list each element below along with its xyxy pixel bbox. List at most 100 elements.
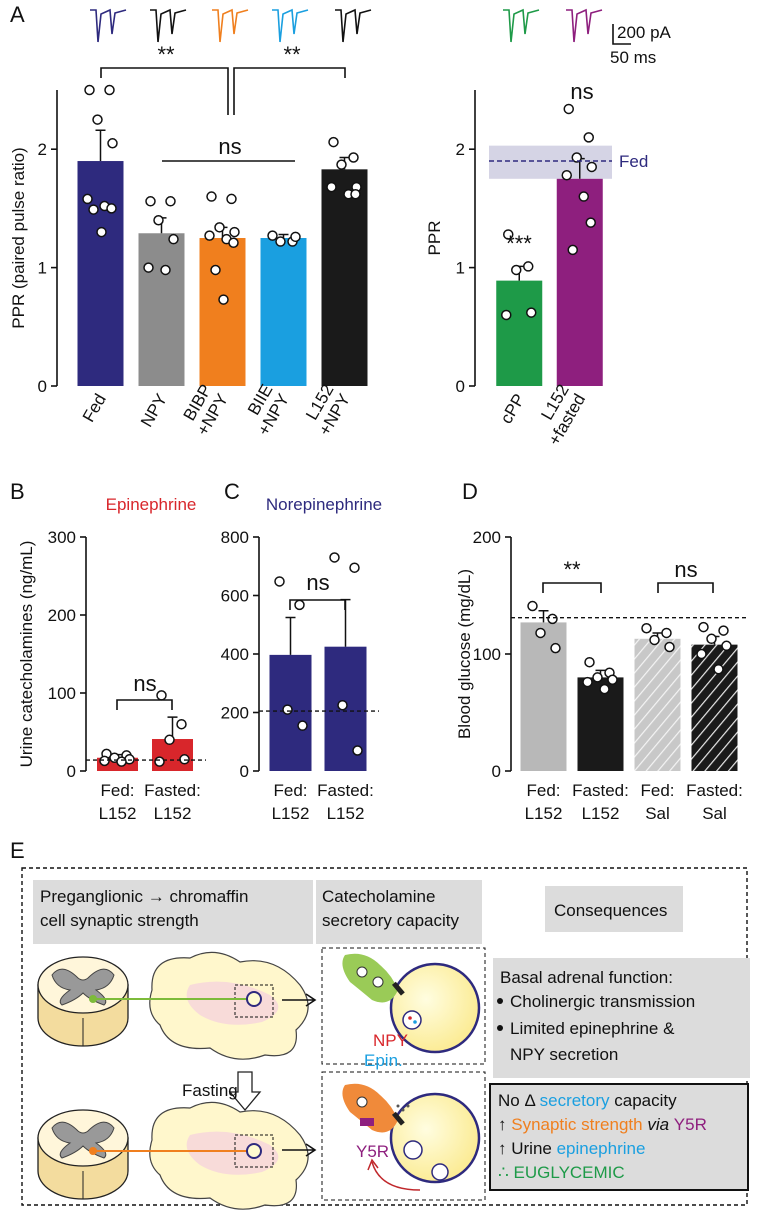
data-point	[535, 627, 546, 639]
data-point	[349, 562, 360, 573]
data-point	[210, 264, 221, 276]
data-point	[154, 756, 165, 767]
data-point	[641, 623, 652, 634]
text-line: L152	[525, 804, 563, 823]
data-point	[84, 84, 95, 96]
bar	[556, 178, 603, 386]
data-point	[661, 627, 672, 639]
bar	[577, 677, 624, 771]
data-point	[706, 633, 717, 645]
panel-letter: C	[224, 479, 240, 504]
data-point	[145, 196, 156, 207]
y-tick-label: 300	[48, 528, 76, 547]
data-point	[204, 230, 215, 241]
data-point	[586, 161, 597, 173]
cell-label: Y5R	[356, 1142, 389, 1161]
annotation: **	[563, 557, 581, 582]
x-tick-label: BIBP+NPY	[177, 381, 232, 439]
data-point	[649, 634, 660, 646]
data-point	[176, 718, 187, 730]
text-line: L152	[327, 804, 365, 823]
data-point	[664, 641, 675, 653]
data-point	[337, 699, 348, 711]
data-point	[143, 262, 154, 273]
data-point	[527, 600, 538, 612]
bar	[138, 233, 185, 386]
data-point	[267, 230, 278, 241]
y-tick-label: 0	[240, 762, 249, 781]
y-tick-label: 2	[456, 140, 465, 159]
x-tick-label: Fasted: L152	[317, 781, 374, 823]
data-point	[550, 642, 561, 654]
annotation: ns	[306, 570, 329, 595]
data-point	[88, 204, 99, 215]
data-point	[582, 676, 593, 688]
current-trace	[150, 8, 187, 43]
significance-bracket	[116, 699, 173, 710]
data-point	[106, 203, 117, 214]
basal-item: Cholinergic transmission	[510, 992, 695, 1011]
y-tick-label: 200	[221, 704, 249, 723]
panel-letter: D	[462, 479, 478, 504]
panel-letter: E	[10, 838, 25, 863]
y-axis-label: PPR (paired pulse ratio)	[9, 147, 28, 328]
data-point	[282, 704, 293, 715]
data-point	[274, 576, 285, 587]
data-point	[696, 648, 707, 660]
panel-letter: B	[10, 479, 25, 504]
x-tick-label: Fasted: L152	[572, 781, 629, 823]
data-point	[153, 214, 164, 226]
y-tick-label: 1	[38, 259, 47, 278]
section-header: Consequences	[554, 901, 667, 920]
y-tick-label: 200	[48, 606, 76, 625]
data-point	[228, 237, 239, 248]
data-point	[229, 226, 240, 238]
text-line: L152	[582, 804, 620, 823]
x-tick-label: Fasted: L152	[144, 781, 201, 823]
panel-letter: A	[10, 2, 25, 27]
data-point	[179, 754, 190, 765]
cell-label: NPY	[373, 1031, 408, 1050]
data-point	[92, 114, 103, 125]
text-segment: ↑	[498, 1115, 511, 1134]
y-tick-label: 0	[38, 377, 47, 396]
annotation: **	[157, 42, 175, 67]
data-point	[585, 217, 596, 228]
significance-bracket	[289, 599, 346, 610]
data-point	[718, 625, 729, 636]
text-segment: secretory	[540, 1091, 610, 1110]
basal-title: Basal adrenal function:	[500, 968, 673, 987]
annotation: ***	[506, 231, 532, 256]
data-point	[350, 188, 361, 200]
x-tick-label: Fed: Sal	[640, 781, 674, 823]
data-point	[107, 138, 118, 149]
data-point	[503, 229, 514, 240]
fasted-line: ∴ EUGLYCEMIC	[498, 1163, 625, 1182]
data-point	[206, 191, 217, 202]
data-point	[561, 169, 572, 181]
significance-bracket	[657, 582, 714, 593]
panel-e-drawing	[21, 867, 750, 1210]
text-segment: epinephrine	[557, 1139, 646, 1158]
x-tick-label: Fed: L152	[525, 781, 563, 823]
data-point	[571, 152, 582, 163]
x-tick-label: Fed: L152	[272, 781, 310, 823]
data-point	[165, 196, 176, 207]
current-trace	[335, 8, 372, 43]
text-segment: Synaptic strength	[511, 1115, 642, 1134]
fasted-line: No Δ secretory capacity	[498, 1091, 677, 1110]
x-tick-label: NPY	[137, 391, 171, 431]
significance-bracket	[100, 67, 346, 115]
current-trace	[90, 8, 127, 43]
data-point	[156, 690, 167, 701]
data-point	[501, 309, 512, 321]
text-line: Catecholamine	[322, 887, 435, 906]
y-tick-label: 600	[221, 587, 249, 606]
y-tick-label: 100	[473, 645, 501, 664]
data-point	[547, 613, 558, 625]
text-line: Fed:	[526, 781, 560, 800]
text-line: Sal	[645, 804, 670, 823]
x-tick-label: L152+NPY	[299, 381, 354, 439]
text-line: Sal	[702, 804, 727, 823]
